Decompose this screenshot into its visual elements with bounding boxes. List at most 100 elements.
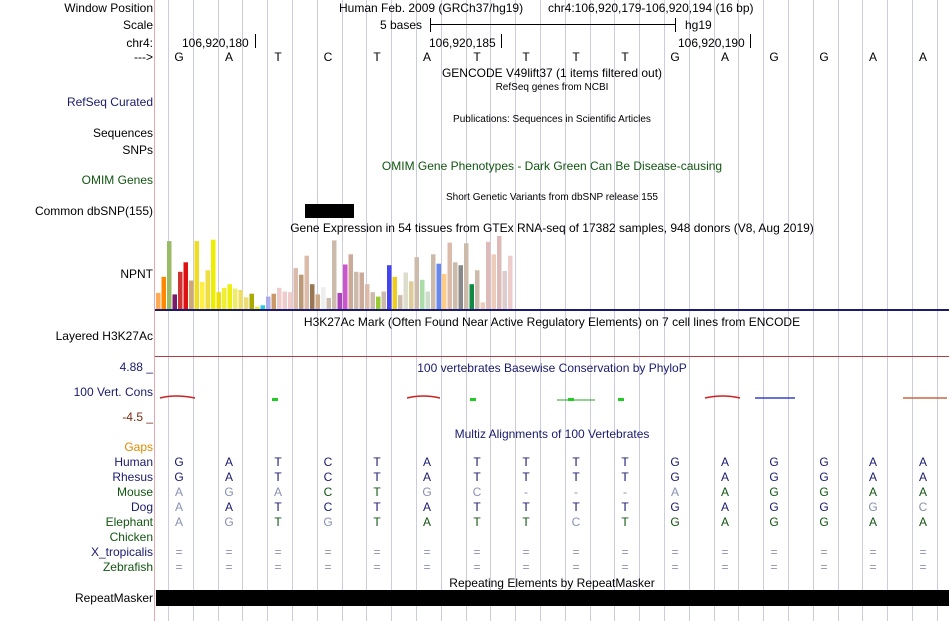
gtex-tissue-bar[interactable]: [200, 282, 205, 309]
gtex-tissue-bar[interactable]: [216, 292, 222, 309]
gtex-tissue-bar[interactable]: [469, 284, 475, 309]
dbsnp-track-title[interactable]: Short Genetic Variants from dbSNP releas…: [446, 192, 658, 203]
gtex-tissue-bar[interactable]: [172, 294, 178, 309]
gtex-tissue-bar[interactable]: [167, 241, 172, 309]
gtex-tissue-bar[interactable]: [486, 241, 491, 309]
gtex-tissue-bar[interactable]: [189, 280, 194, 310]
gtex-tissue-bar[interactable]: [244, 297, 249, 309]
gtex-tissue-bar[interactable]: [178, 271, 183, 309]
gtex-tissue-bar[interactable]: [381, 291, 387, 310]
species-label-x_tropicalis[interactable]: X_tropicalis: [90, 545, 153, 559]
gtex-tissue-bar[interactable]: [376, 296, 381, 309]
gtex-tissue-bar[interactable]: [508, 255, 513, 309]
phylop-conservation-plot[interactable]: [155, 390, 949, 410]
gtex-tissue-bar[interactable]: [409, 281, 414, 309]
gtex-tissue-bar[interactable]: [420, 279, 425, 309]
species-label-chicken[interactable]: Chicken: [109, 530, 153, 544]
gtex-tissue-bar[interactable]: [414, 257, 420, 309]
gtex-tissue-bar[interactable]: [354, 271, 359, 309]
repeatmasker-track-title[interactable]: Repeating Elements by RepeatMasker: [449, 576, 655, 590]
gtex-tissue-bar[interactable]: [491, 254, 497, 310]
gtex-tissue-bar[interactable]: [464, 243, 469, 309]
gtex-expression-chart[interactable]: [155, 235, 555, 310]
position-range[interactable]: chr4:106,920,179-106,920,194 (16 bp): [548, 1, 754, 15]
refseq-track-label[interactable]: RefSeq Curated: [66, 95, 153, 109]
gtex-tissue-bar[interactable]: [398, 295, 403, 309]
gtex-tissue-bar[interactable]: [282, 291, 288, 310]
assembly-title[interactable]: Human Feb. 2009 (GRCh37/hg19): [339, 1, 524, 15]
repeatmasker-element-bar[interactable]: [156, 590, 949, 606]
gtex-tissue-bar[interactable]: [436, 263, 442, 309]
repeatmasker-track-label[interactable]: RepeatMasker: [74, 591, 153, 605]
gtex-tissue-bar[interactable]: [277, 287, 282, 309]
gtex-tissue-bar[interactable]: [387, 265, 392, 309]
gtex-tissue-bar[interactable]: [183, 262, 189, 309]
species-label-human[interactable]: Human: [114, 455, 153, 469]
gtex-tissue-bar[interactable]: [233, 288, 238, 309]
gtex-tissue-bar[interactable]: [266, 296, 271, 309]
gtex-tissue-bar[interactable]: [326, 298, 332, 309]
multiz-track-title[interactable]: Multiz Alignments of 100 Vertebrates: [454, 427, 650, 441]
species-label-zebrafish[interactable]: Zebrafish: [102, 560, 153, 574]
species-label-rhesus[interactable]: Rhesus: [112, 470, 153, 484]
gencode-track-title[interactable]: GENCODE V49lift37 (1 items filtered out): [441, 66, 663, 80]
gtex-tissue-bar[interactable]: [425, 291, 431, 310]
snps-track-label[interactable]: SNPs: [122, 143, 153, 157]
gtex-tissue-bar[interactable]: [365, 284, 370, 309]
gtex-tissue-bar[interactable]: [249, 293, 255, 309]
gtex-tissue-bar[interactable]: [205, 270, 211, 309]
gtex-tissue-bar[interactable]: [392, 276, 398, 309]
gtex-tissue-bar[interactable]: [194, 241, 200, 309]
gtex-tissue-bar[interactable]: [310, 284, 315, 309]
gtex-gene-label[interactable]: NPNT: [120, 267, 153, 281]
gtex-tissue-bar[interactable]: [343, 264, 348, 310]
omim-track-label[interactable]: OMIM Genes: [81, 173, 153, 187]
gtex-tissue-bar[interactable]: [293, 268, 299, 309]
dbsnp-variant-block[interactable]: [305, 204, 354, 218]
gtex-tissue-bar[interactable]: [403, 272, 409, 310]
gtex-tissue-bar[interactable]: [227, 284, 233, 309]
gtex-tissue-bar[interactable]: [447, 242, 453, 309]
gtex-tissue-bar[interactable]: [497, 236, 502, 309]
gtex-tissue-bar[interactable]: [431, 254, 436, 310]
gtex-tissue-bar[interactable]: [288, 292, 293, 309]
gtex-tissue-bar[interactable]: [475, 270, 480, 309]
phylop-track-title[interactable]: 100 vertebrates Basewise Conservation by…: [417, 361, 687, 375]
species-label-dog[interactable]: Dog: [130, 500, 153, 514]
gtex-track-title[interactable]: Gene Expression in 54 tissues from GTEx …: [290, 221, 814, 235]
gtex-tissue-bar[interactable]: [480, 302, 486, 309]
h3k27ac-track-title[interactable]: H3K27Ac Mark (Often Found Near Active Re…: [303, 315, 801, 329]
gtex-tissue-bar[interactable]: [315, 294, 321, 309]
gtex-tissue-bar[interactable]: [359, 272, 365, 310]
phylop-track-label[interactable]: 100 Vert. Cons: [73, 385, 153, 399]
gtex-tissue-bar[interactable]: [271, 293, 277, 309]
gtex-tissue-bar[interactable]: [332, 240, 337, 309]
refseq-track-subtitle[interactable]: RefSeq genes from NCBI: [495, 82, 609, 93]
publications-track-title[interactable]: Publications: Sequences in Scientific Ar…: [453, 114, 651, 125]
gtex-tissue-bar[interactable]: [304, 255, 310, 309]
gtex-tissue-bar[interactable]: [260, 305, 266, 309]
aligned-base: =: [324, 560, 332, 574]
h3k27ac-track-label[interactable]: Layered H3K27Ac: [55, 329, 153, 343]
gtex-tissue-bar[interactable]: [337, 292, 343, 309]
gtex-tissue-bar[interactable]: [211, 239, 216, 309]
sequences-track-label[interactable]: Sequences: [92, 126, 153, 140]
omim-track-title[interactable]: OMIM Gene Phenotypes - Dark Green Can Be…: [381, 159, 723, 173]
gtex-tissue-bar[interactable]: [453, 262, 458, 309]
aligned-base: A: [720, 515, 729, 529]
gtex-tissue-bar[interactable]: [502, 271, 508, 309]
dbsnp-track-label[interactable]: Common dbSNP(155): [34, 204, 153, 218]
gtex-tissue-bar[interactable]: [299, 274, 304, 309]
gtex-tissue-bar[interactable]: [458, 265, 464, 309]
gtex-tissue-bar[interactable]: [255, 306, 260, 309]
species-label-mouse[interactable]: Mouse: [116, 485, 153, 499]
gtex-tissue-bar[interactable]: [321, 287, 326, 309]
gtex-tissue-bar[interactable]: [238, 290, 244, 309]
gtex-tissue-bar[interactable]: [222, 287, 227, 309]
gtex-tissue-bar[interactable]: [370, 292, 376, 309]
gtex-tissue-bar[interactable]: [156, 292, 161, 309]
gtex-tissue-bar[interactable]: [442, 274, 447, 309]
gtex-tissue-bar[interactable]: [348, 254, 354, 310]
gtex-tissue-bar[interactable]: [161, 276, 167, 309]
species-label-elephant[interactable]: Elephant: [105, 515, 153, 529]
